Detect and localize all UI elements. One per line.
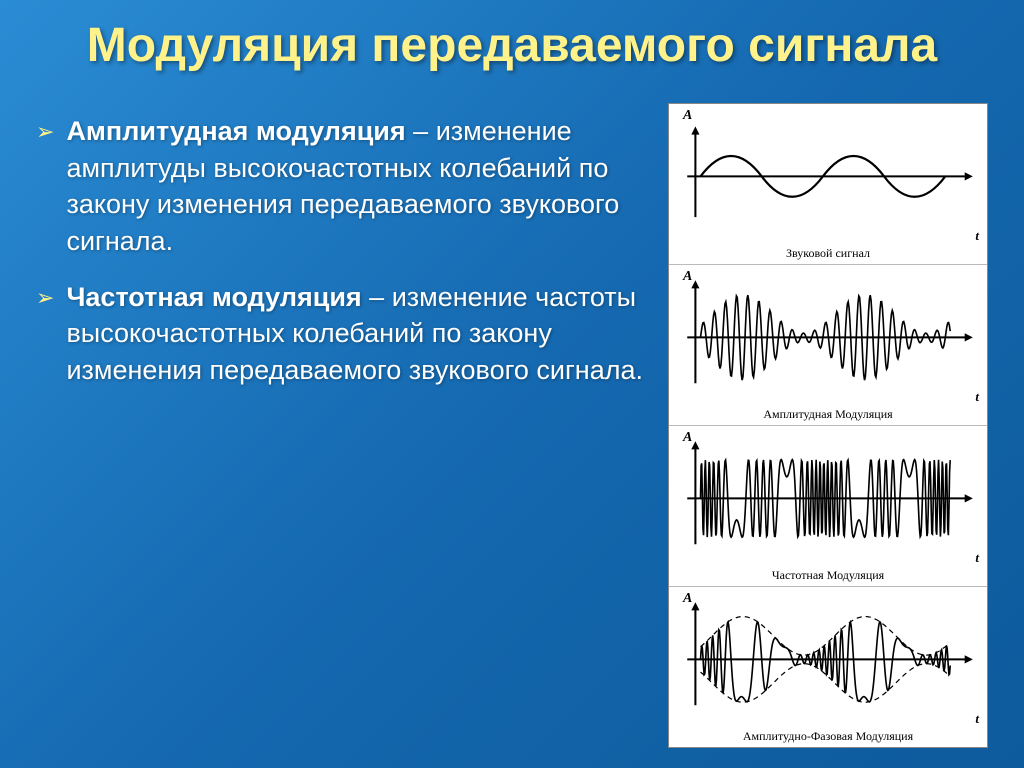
axis-label-x: t <box>975 550 979 566</box>
axis-label-y: A <box>683 591 692 607</box>
bullet-arrow-icon: ➢ <box>36 285 54 311</box>
waveform-fm <box>675 430 981 567</box>
diagram-caption: Частотная Модуляция <box>772 569 884 582</box>
content-row: ➢ Амплитудная модуляция – изменение ампл… <box>36 103 988 748</box>
diagram-caption: Амплитудно-Фазовая Модуляция <box>743 730 913 743</box>
bullet-item: ➢ Частотная модуляция – изменение частот… <box>36 279 648 388</box>
axis-label-y: A <box>683 269 692 285</box>
diagram-fm: A t Частотная Модуляция <box>669 426 987 587</box>
diagram-caption: Звуковой сигнал <box>786 247 870 260</box>
bullet-text: Частотная модуляция – изменение частоты … <box>66 279 648 388</box>
bullet-arrow-icon: ➢ <box>36 119 54 145</box>
axis-label-y: A <box>683 108 692 124</box>
diagram-audio-signal: A t Звуковой сигнал <box>669 104 987 265</box>
slide: Модуляция передаваемого сигнала ➢ Амплит… <box>0 0 1024 768</box>
bullet-term: Частотная модуляция <box>66 282 361 312</box>
slide-title: Модуляция передаваемого сигнала <box>36 18 988 73</box>
diagram-apm: A t Амплитудно-Фазовая Модуляция <box>669 587 987 747</box>
bullet-text: Амплитудная модуляция – изменение амплит… <box>66 113 648 259</box>
axis-label-x: t <box>975 711 979 727</box>
waveform-audio <box>675 108 981 245</box>
diagram-column: A t Звуковой сигнал A <box>668 103 988 748</box>
text-column: ➢ Амплитудная модуляция – изменение ампл… <box>36 103 648 748</box>
diagram-caption: Амплитудная Модуляция <box>763 408 892 421</box>
bullet-term: Амплитудная модуляция <box>66 116 405 146</box>
axis-label-y: A <box>683 430 692 446</box>
waveform-apm <box>675 591 981 728</box>
diagram-am: A t Амплитудная Модуляция <box>669 265 987 426</box>
bullet-item: ➢ Амплитудная модуляция – изменение ампл… <box>36 113 648 259</box>
axis-label-x: t <box>975 389 979 405</box>
waveform-am <box>675 269 981 406</box>
axis-label-x: t <box>975 228 979 244</box>
